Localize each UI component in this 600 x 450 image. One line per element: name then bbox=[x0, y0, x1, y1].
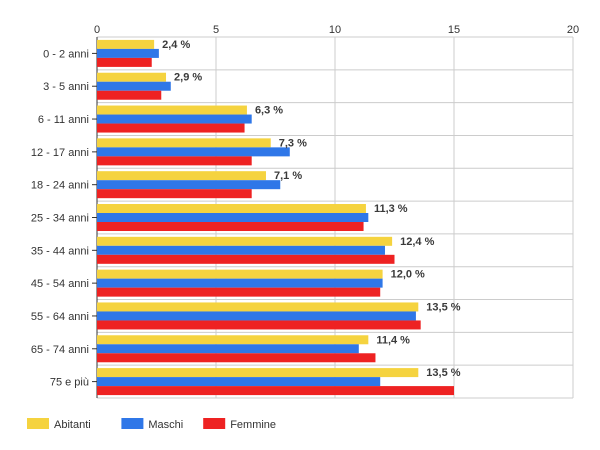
bar-maschi bbox=[97, 311, 416, 321]
bar-femmine bbox=[97, 254, 395, 264]
bar-abitanti bbox=[97, 368, 419, 378]
bar-femmine bbox=[97, 57, 152, 67]
category-label: 18 - 24 anni bbox=[31, 180, 89, 192]
bar-femmine bbox=[97, 386, 454, 396]
category-label: 12 - 17 anni bbox=[31, 147, 89, 159]
bar-abitanti bbox=[97, 105, 247, 115]
bar-femmine bbox=[97, 189, 252, 199]
bar-maschi bbox=[97, 147, 290, 157]
data-label: 7,3 % bbox=[279, 137, 307, 149]
category-label: 35 - 44 anni bbox=[31, 245, 89, 257]
category-label: 6 - 11 anni bbox=[38, 114, 89, 126]
bar-maschi bbox=[97, 81, 171, 91]
data-label: 7,1 % bbox=[274, 170, 302, 182]
bar-femmine bbox=[97, 287, 381, 297]
bar-maschi bbox=[97, 278, 383, 288]
data-label: 12,4 % bbox=[400, 236, 434, 248]
data-label: 6,3 % bbox=[255, 105, 283, 117]
x-tick-label: 20 bbox=[567, 24, 579, 36]
legend-label: Abitanti bbox=[54, 419, 91, 431]
category-label: 3 - 5 anni bbox=[43, 81, 89, 93]
category-label: 75 e più bbox=[50, 377, 89, 389]
data-label: 11,4 % bbox=[376, 334, 410, 346]
bar-abitanti bbox=[97, 171, 266, 181]
bar-femmine bbox=[97, 222, 364, 231]
data-label: 13,5 % bbox=[426, 367, 460, 379]
x-tick-label: 10 bbox=[329, 24, 341, 36]
bar-maschi bbox=[97, 245, 385, 255]
bar-maschi bbox=[97, 48, 159, 58]
data-label: 2,9 % bbox=[174, 72, 202, 84]
category-label: 55 - 64 anni bbox=[31, 311, 89, 323]
category-label: 0 - 2 anni bbox=[43, 48, 89, 60]
category-label: 45 - 54 anni bbox=[31, 278, 89, 290]
bar-abitanti bbox=[97, 72, 167, 82]
bar-maschi bbox=[97, 180, 281, 190]
bar-abitanti bbox=[97, 138, 271, 148]
data-label: 12,0 % bbox=[391, 269, 425, 281]
data-label: 2,4 % bbox=[162, 39, 190, 51]
bar-femmine bbox=[97, 320, 421, 330]
x-tick-label: 0 bbox=[94, 24, 100, 36]
category-label: 65 - 74 anni bbox=[31, 344, 89, 356]
bar-maschi bbox=[97, 114, 252, 124]
bar-abitanti bbox=[97, 39, 155, 49]
bar-maschi bbox=[97, 213, 369, 222]
bar-abitanti bbox=[97, 269, 383, 279]
bar-abitanti bbox=[97, 236, 393, 246]
bar-femmine bbox=[97, 90, 162, 100]
x-tick-label: 15 bbox=[448, 24, 460, 36]
data-label: 13,5 % bbox=[426, 301, 460, 313]
bar-abitanti bbox=[97, 335, 369, 345]
bar-femmine bbox=[97, 353, 376, 363]
bar-maschi bbox=[97, 377, 381, 387]
bar-femmine bbox=[97, 123, 245, 133]
x-tick-label: 5 bbox=[213, 24, 219, 36]
bar-femmine bbox=[97, 156, 252, 166]
data-label: 11,3 % bbox=[374, 203, 408, 215]
legend-swatch-maschi bbox=[121, 418, 144, 429]
legend-label: Maschi bbox=[148, 419, 183, 431]
bar-maschi bbox=[97, 344, 359, 354]
bar-abitanti bbox=[97, 302, 419, 312]
legend-swatch-femmine bbox=[203, 418, 226, 429]
bar-abitanti bbox=[97, 204, 366, 213]
legend-swatch-abitanti bbox=[27, 418, 49, 429]
category-label: 25 - 34 anni bbox=[31, 213, 89, 225]
legend-label: Femmine bbox=[230, 419, 276, 431]
